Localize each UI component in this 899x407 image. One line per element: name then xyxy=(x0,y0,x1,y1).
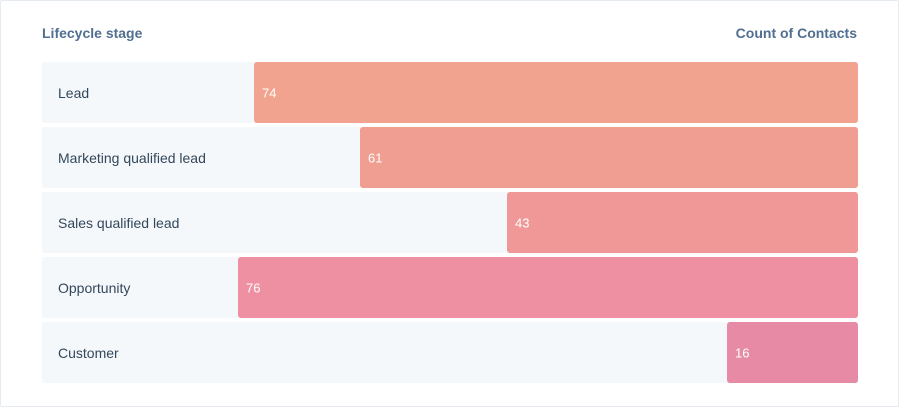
bar-value-label: 74 xyxy=(262,85,277,100)
funnel-row[interactable]: Marketing qualified lead 61 xyxy=(42,127,858,188)
bar-value-label: 76 xyxy=(246,280,261,295)
funnel-bar[interactable]: 16 xyxy=(727,322,858,383)
count-of-contacts-header: Count of Contacts xyxy=(735,25,857,41)
bar-value-label: 43 xyxy=(515,215,530,230)
funnel-bar[interactable]: 74 xyxy=(254,62,858,123)
bar-value-label: 61 xyxy=(368,150,383,165)
funnel-bar[interactable]: 43 xyxy=(507,192,858,253)
stage-label: Lead xyxy=(58,84,90,101)
funnel-bar[interactable]: 61 xyxy=(360,127,858,188)
funnel-row[interactable]: Lead 74 xyxy=(42,62,858,123)
funnel-row[interactable]: Sales qualified lead 43 xyxy=(42,192,858,253)
stage-label: Sales qualified lead xyxy=(58,214,180,231)
chart-header: Lifecycle stage Count of Contacts xyxy=(42,25,857,43)
stage-label: Marketing qualified lead xyxy=(58,149,206,166)
stage-label: Customer xyxy=(58,344,119,361)
bar-value-label: 16 xyxy=(735,345,750,360)
funnel-row[interactable]: Customer 16 xyxy=(42,322,858,383)
lifecycle-stage-header: Lifecycle stage xyxy=(42,25,143,41)
funnel-row[interactable]: Opportunity 76 xyxy=(42,257,858,318)
stage-label: Opportunity xyxy=(58,279,131,296)
funnel-bar[interactable]: 76 xyxy=(238,257,858,318)
